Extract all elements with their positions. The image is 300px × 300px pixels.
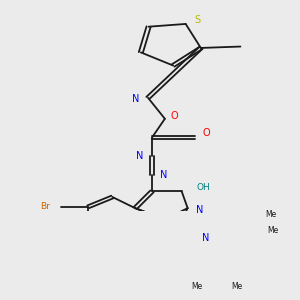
- Text: O: O: [203, 128, 210, 138]
- Text: Me: Me: [265, 210, 277, 219]
- Text: S: S: [194, 16, 201, 26]
- Text: N: N: [132, 94, 140, 104]
- Text: N: N: [196, 205, 203, 215]
- Text: O: O: [171, 111, 178, 121]
- Text: OH: OH: [196, 183, 210, 192]
- Text: N: N: [202, 233, 209, 243]
- Text: Me: Me: [191, 282, 202, 291]
- Text: N: N: [160, 169, 168, 180]
- Text: Me: Me: [232, 282, 243, 291]
- Text: Me: Me: [267, 226, 278, 235]
- Text: Br: Br: [40, 202, 50, 211]
- Text: N: N: [136, 152, 144, 161]
